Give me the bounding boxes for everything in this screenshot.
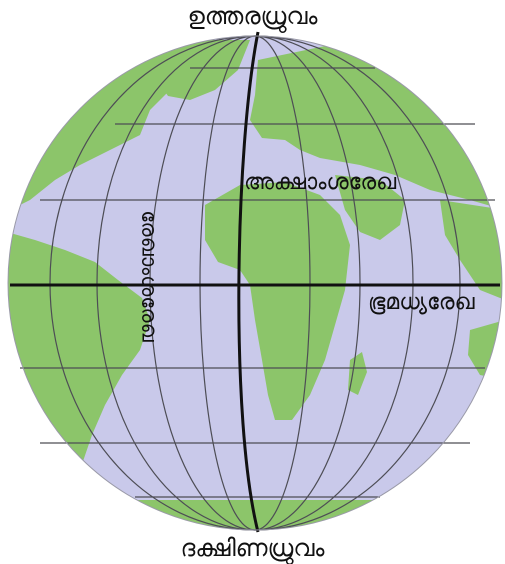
globe-outline <box>7 35 503 531</box>
parallel-lines <box>20 67 495 498</box>
south-pole-label: ദക്ഷിണധ്രുവം <box>180 534 325 562</box>
land-africa <box>205 182 350 420</box>
latitude-line-label: അക്ഷാംശരേഖ <box>244 170 397 195</box>
longitude-line-label: രേഖാംശരേഖ <box>137 210 162 342</box>
land-asia-south <box>440 200 502 300</box>
north-pole-label: ഉത്തരധ്രുവം <box>187 2 318 30</box>
equator-label: ഭൂമധ്യരേഖ <box>368 290 475 315</box>
land-madagascar <box>348 352 367 395</box>
